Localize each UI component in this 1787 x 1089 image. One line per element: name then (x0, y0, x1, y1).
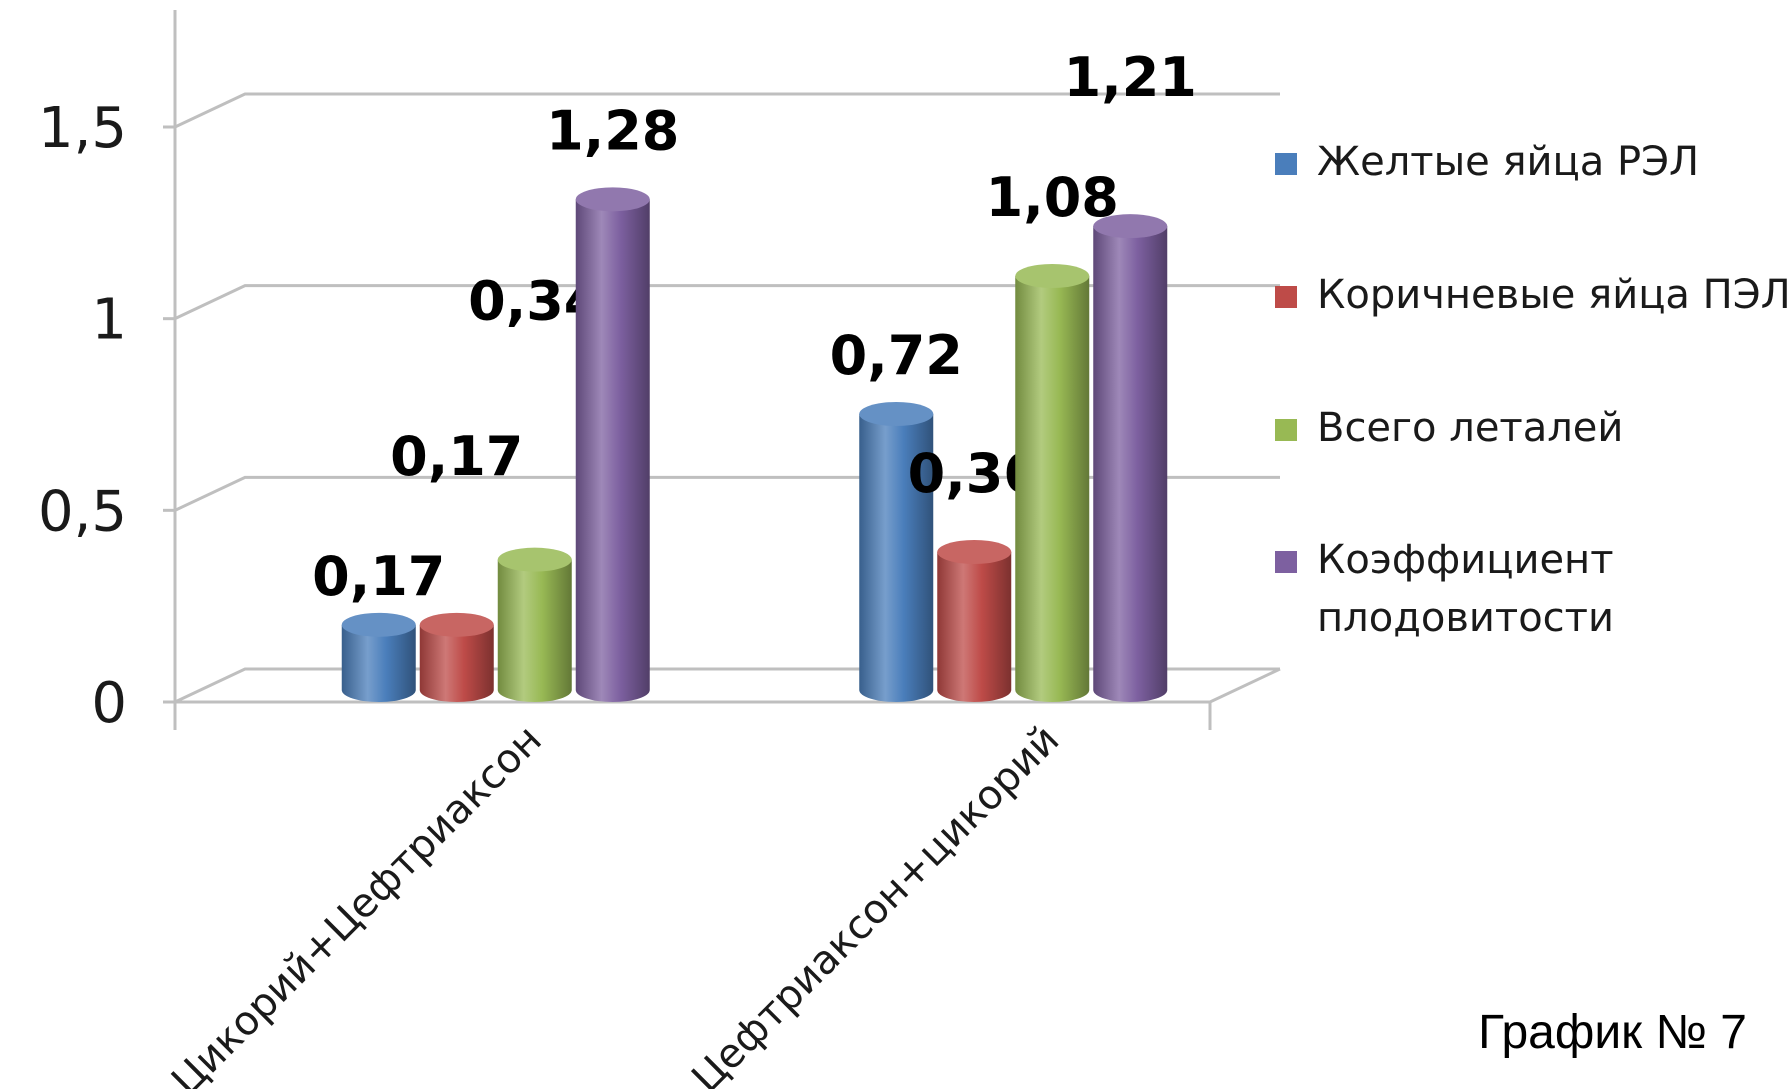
data-label: 0,17 (390, 425, 523, 488)
legend-entry: Желтые яйца РЭЛ (1317, 139, 1699, 185)
gridline (174, 92, 1280, 129)
legend-swatch (1275, 153, 1297, 175)
y-tick-label: 0 (91, 671, 127, 736)
gridline (174, 475, 1280, 512)
gridline (174, 667, 1280, 704)
gridline (174, 284, 1280, 321)
data-label: 1,21 (1064, 46, 1197, 109)
x-tick-label: Цикорий+Цефтриаксон (163, 717, 551, 1089)
bar (1015, 264, 1090, 702)
y-tick-label: 0,5 (38, 479, 127, 544)
figure-caption: График № 7 (1478, 1006, 1747, 1059)
bar (497, 547, 572, 702)
x-tick-label: Цефтриаксон+цикорий (683, 717, 1068, 1089)
legend-entry: Коэффициент (1317, 537, 1614, 583)
y-tick-label: 1,5 (38, 96, 127, 161)
bar (575, 187, 650, 703)
data-label: 0,17 (312, 545, 445, 608)
legend-swatch (1275, 419, 1297, 441)
data-label: 0,72 (830, 324, 963, 387)
bar (419, 612, 494, 702)
bar (937, 540, 1012, 702)
y-tick-label: 1 (91, 288, 127, 353)
bar (859, 402, 934, 702)
legend-entry: Всего леталей (1317, 405, 1623, 451)
legend-entry: плодовитости (1317, 595, 1614, 641)
data-label: 1,08 (986, 166, 1119, 229)
bar (1093, 214, 1168, 702)
data-label: 1,28 (546, 99, 679, 162)
legend-entry: Коричневые яйца ПЭЛ (1317, 272, 1787, 318)
legend-swatch (1275, 286, 1297, 308)
legend-swatch (1275, 551, 1297, 573)
bar (341, 612, 416, 702)
